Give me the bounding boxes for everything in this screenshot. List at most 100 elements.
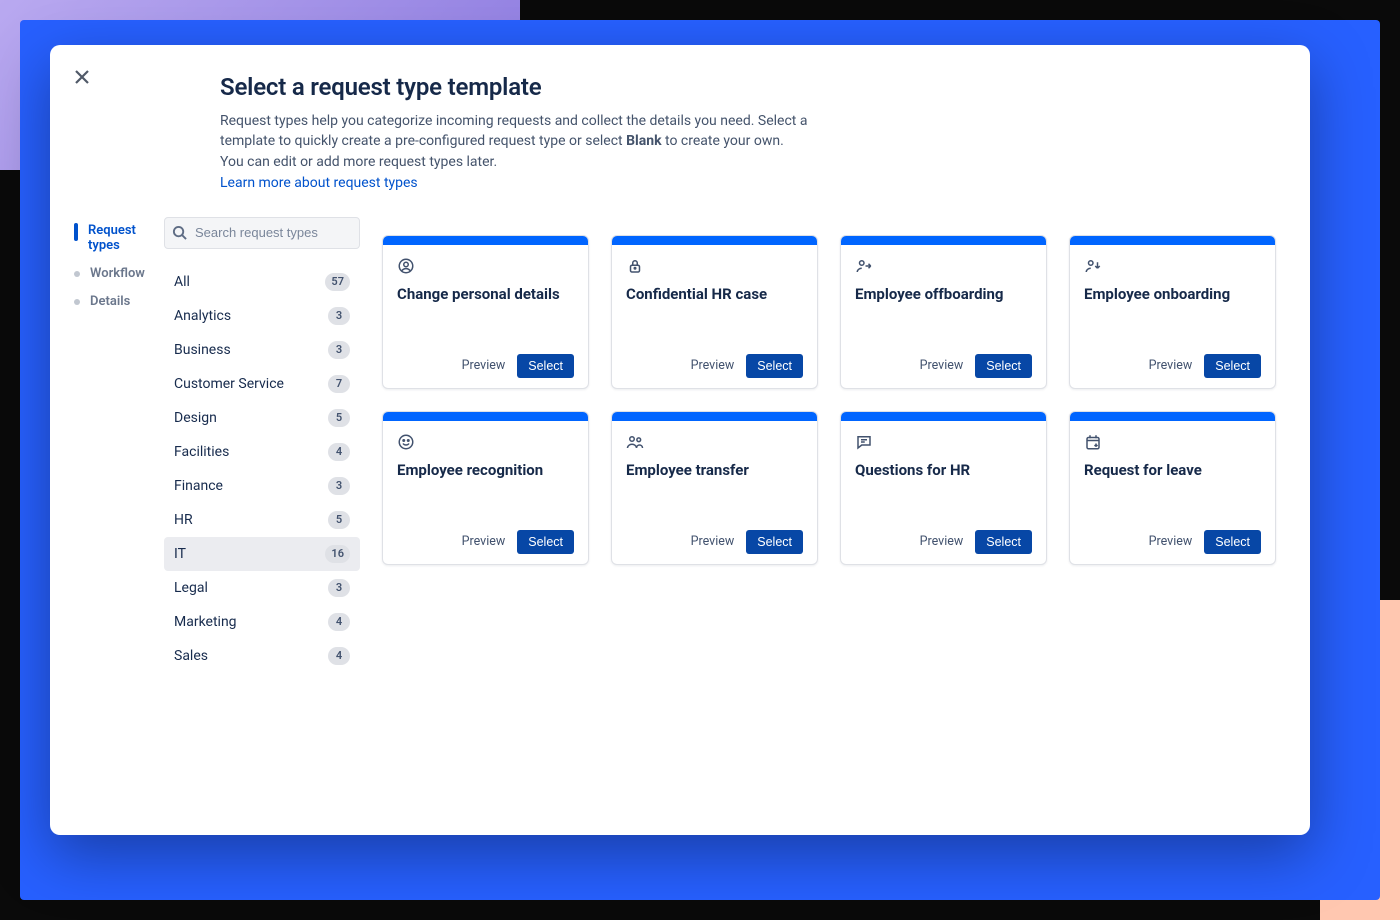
step-label: Details [90,294,130,310]
category-count-badge: 4 [328,443,350,461]
preview-link[interactable]: Preview [462,358,506,373]
category-all[interactable]: All 57 [164,265,360,299]
category-design[interactable]: Design5 [164,401,360,435]
category-customer-service[interactable]: Customer Service7 [164,367,360,401]
category-count-badge: 3 [328,579,350,597]
category-panel: All 57 Analytics 3 Business 3 Customer Service… [164,207,382,807]
learn-more-link[interactable]: Learn more about request types [220,175,418,191]
card-accent-bar [841,412,1046,421]
card-actions: Preview Select [855,354,1032,378]
template-title: Change personal details [397,285,574,304]
preview-link[interactable]: Preview [462,534,506,549]
person-arrow-down-icon [1084,257,1261,279]
category-count-badge: 3 [328,477,350,495]
category-business[interactable]: Business 3 [164,333,360,367]
select-button[interactable]: Select [746,354,803,378]
select-button[interactable]: Select [517,530,574,554]
category-finance[interactable]: Finance 3 [164,469,360,503]
preview-link[interactable]: Preview [920,534,964,549]
card-actions: Preview Select [626,354,803,378]
search-wrapper [164,217,360,249]
person-arrow-right-icon [855,257,1032,279]
search-icon [172,225,187,240]
spacer [397,304,574,354]
card-body: Employee onboarding Preview Select [1070,245,1275,388]
card-actions: Preview Select [397,354,574,378]
select-button[interactable]: Select [517,354,574,378]
card-accent-bar [383,236,588,245]
card-accent-bar [1070,236,1275,245]
template-card-confidential-hr-case: Confidential HR casePreviewSelect [611,235,818,389]
category-count-badge: 5 [328,511,350,529]
spacer [855,304,1032,354]
category-marketing[interactable]: Marketing4 [164,605,360,639]
category-count-badge: 3 [328,341,350,359]
lock-icon [626,257,803,279]
select-button[interactable]: Select [975,354,1032,378]
close-button[interactable] [72,67,92,87]
select-button[interactable]: Select [1204,530,1261,554]
category-count-badge: 4 [328,613,350,631]
card-body: Employee transfer Preview Select [612,421,817,564]
step-indicator [74,223,78,241]
spacer [1084,304,1261,354]
category-list: All 57 Analytics 3 Business 3 Customer Service… [164,265,360,673]
category-label: Facilities [174,444,229,460]
template-title: Employee transfer [626,461,803,480]
category-legal[interactable]: Legal 3 [164,571,360,605]
step-nav: Request types Workflow Details [74,207,164,807]
category-count-badge: 3 [328,307,350,325]
card-actions: Preview Select [855,530,1032,554]
category-count-badge: 4 [328,647,350,665]
select-button[interactable]: Select [746,530,803,554]
card-body: Change personal details Preview Select [383,245,588,388]
category-analytics[interactable]: Analytics 3 [164,299,360,333]
card-actions: Preview Select [1084,530,1261,554]
modal-header: Select a request type template Request t… [74,73,1276,191]
calendar-icon [1084,433,1261,455]
card-body: Request for leavePreviewSelect [1070,421,1275,564]
category-label: Analytics [174,308,231,324]
category-label: All [174,274,190,290]
category-label: Customer Service [174,376,284,392]
category-it[interactable]: IT16 [164,537,360,571]
category-label: Business [174,342,231,358]
chat-icon [855,433,1032,455]
category-label: Design [174,410,217,426]
category-sales[interactable]: Sales 4 [164,639,360,673]
spacer [1084,480,1261,530]
category-label: IT [174,546,186,562]
card-actions: Preview Select [626,530,803,554]
card-accent-bar [841,236,1046,245]
category-label: Sales [174,648,208,664]
template-title: Employee onboarding [1084,285,1261,304]
category-label: Finance [174,478,223,494]
step-details[interactable]: Details [74,288,164,316]
step-workflow[interactable]: Workflow [74,260,164,288]
preview-link[interactable]: Preview [920,358,964,373]
spacer [855,480,1032,530]
step-request-types[interactable]: Request types [74,217,164,260]
template-title: Questions for HR [855,461,1032,480]
preview-link[interactable]: Preview [1149,534,1193,549]
preview-link[interactable]: Preview [691,358,735,373]
template-grid: Change personal detailsPreviewSelectConf… [382,207,1276,807]
card-body: Employee offboardingPreviewSelect [841,245,1046,388]
search-input[interactable] [164,217,360,249]
template-card-employee-onboarding: Employee onboarding Preview Select [1069,235,1276,389]
template-card-request-for-leave: Request for leavePreviewSelect [1069,411,1276,565]
step-label: Request types [88,223,164,254]
category-hr[interactable]: HR5 [164,503,360,537]
template-card-questions-for-hr: Questions for HR Preview Select [840,411,1047,565]
preview-link[interactable]: Preview [691,534,735,549]
desc-bold: Blank [626,133,661,149]
modal-title: Select a request type template [220,73,856,101]
step-indicator [74,299,80,305]
preview-link[interactable]: Preview [1149,358,1193,373]
select-button[interactable]: Select [1204,354,1261,378]
category-facilities[interactable]: Facilities 4 [164,435,360,469]
card-actions: Preview Select [397,530,574,554]
category-label: Legal [174,580,208,596]
category-count-badge: 57 [325,273,350,291]
select-button[interactable]: Select [975,530,1032,554]
